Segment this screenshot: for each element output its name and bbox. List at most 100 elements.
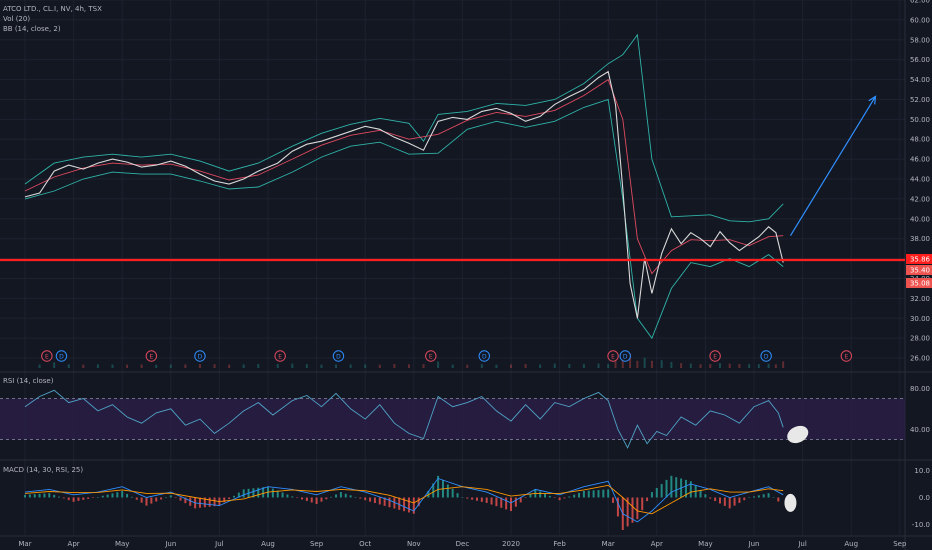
macd-histogram-bar [573,494,576,498]
macd-histogram-bar [310,497,313,503]
macd-histogram-bar [349,495,352,498]
macd-histogram-bar [198,497,201,508]
price-tick-label: 56.00 [910,56,930,64]
macd-histogram-bar [500,497,503,508]
macd-histogram-bar [631,497,634,523]
time-tick-label: May [115,540,129,548]
macd-histogram-bar [607,489,610,498]
volume-bar [510,364,512,368]
macd-histogram-bar [456,493,459,498]
macd-histogram-bar [757,495,760,498]
volume-bar [96,364,99,368]
rsi-tick-label: 40.00 [910,426,930,434]
volume-bar [728,363,731,368]
price-tick-label: 58.00 [910,36,930,44]
time-tick-label: Mar [602,540,615,548]
macd-histogram-bar [184,497,187,504]
macd-histogram-bar [670,475,673,498]
rsi-legend[interactable]: RSI (14, close) [3,377,54,385]
volume-bar [643,357,646,368]
volume-bar [614,361,617,368]
vol-legend[interactable]: Vol (20) [3,15,31,23]
price-badge [906,265,932,275]
earnings-badge [41,350,53,362]
time-tick-label: Oct [359,540,371,548]
volume-bar [257,364,260,368]
volume-bar [607,364,610,368]
macd-histogram-bar [111,493,114,498]
macd-histogram-bar [335,494,338,498]
macd-histogram-bar [383,497,386,506]
macd-histogram-bar [510,497,512,512]
price-tick-label: 62.00 [910,0,930,5]
macd-histogram-bar [626,497,629,527]
price-tick-label: 44.00 [910,176,930,184]
macd-histogram-bar [213,497,216,507]
macd-histogram-bar [412,497,415,514]
macd-histogram-bar [87,497,90,499]
volume-bar [53,362,56,368]
macd-histogram-bar [116,492,119,498]
earnings-badge [840,350,853,362]
macd-histogram-bar [689,481,692,498]
earnings-badge-label: E [278,353,282,360]
macd-histogram-bar [276,490,279,498]
rsi-tick-label: 80.00 [910,385,930,393]
volume-bar [169,364,172,368]
earnings-badge-label: E [45,353,49,360]
price-tick-label: 52.00 [910,96,930,104]
time-tick-label: May [698,540,712,548]
macd-histogram-bar [169,495,172,498]
price-badge-label: 35.08 [910,280,930,288]
macd-histogram-bar [72,497,75,502]
macd-histogram-bar [548,495,551,498]
macd-histogram-bar [699,489,702,498]
projection-arrowhead [868,95,877,105]
macd-histogram-bar [62,497,65,499]
macd-histogram-bar [82,497,85,500]
volume-bar [660,360,663,368]
bb-basis-line [24,78,784,275]
price-tick-label: 48.00 [910,136,930,144]
macd-histogram-bar [471,497,474,500]
time-tick-label: Jun [748,540,760,548]
volume-bar [407,364,410,368]
macd-histogram-bar [582,491,585,498]
macd-histogram-bar [160,497,163,500]
volume-bar [213,364,216,368]
macd-histogram-bar [203,497,206,508]
macd-histogram-bar [704,494,707,498]
price-tick-label: 50.00 [910,116,930,124]
bb-legend[interactable]: BB (14, close, 2) [3,25,61,33]
volume-bar [126,364,129,368]
time-tick-label: Sep [893,540,907,548]
time-tick-label: Dec [456,540,470,548]
earnings-badge-label: E [611,353,615,360]
rsi-highlight-ellipse [787,425,809,444]
earnings-badge-label: E [844,353,848,360]
volume-bar [38,364,41,368]
macd-histogram-bar [553,497,556,499]
volume-bar [680,363,683,368]
macd-histogram-bar [684,479,687,498]
macd-line [24,477,784,523]
macd-histogram-bar [24,494,26,498]
price-badge-label: 35.86 [910,256,931,264]
macd-histogram-bar [490,497,493,505]
macd-histogram-bar [660,483,663,498]
symbol-title[interactable]: ATCO LTD., CL.I, NV, 4h, TSX [3,5,102,13]
macd-histogram-bar [252,488,255,498]
macd-legend[interactable]: MACD (14, 30, RSI, 25) [3,466,84,474]
macd-histogram-bar [286,494,289,498]
macd-histogram-bar [150,497,153,504]
macd-histogram-bar [709,497,712,499]
macd-histogram-bar [48,493,51,498]
volume-bar [757,364,760,368]
earnings-badge [425,350,437,362]
macd-histogram-bar [767,493,770,498]
volume-bar [184,364,187,368]
earnings-badge [145,350,158,362]
macd-histogram-bar [140,497,143,503]
price-tick-label: 60.00 [910,16,930,24]
